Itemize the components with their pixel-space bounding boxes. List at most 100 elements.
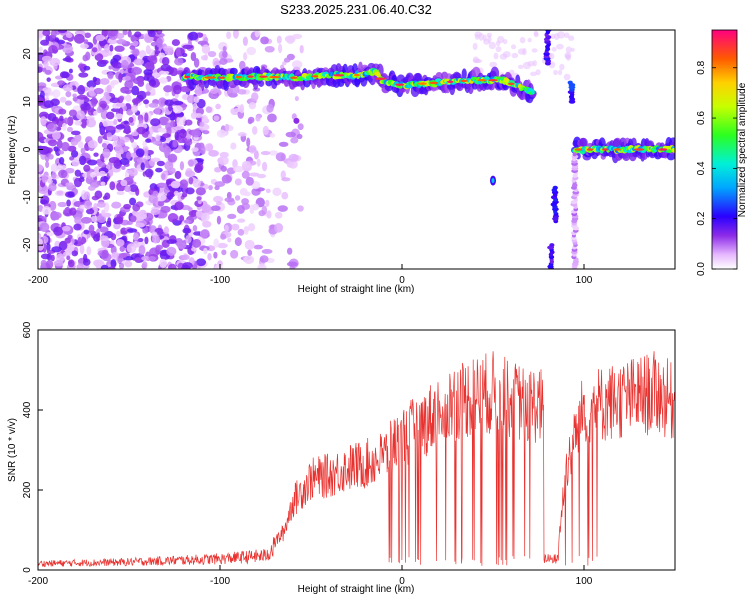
spectrogram-noise-blob xyxy=(164,47,174,56)
spectrogram-ridge-peak xyxy=(395,83,405,86)
spectrogram-noise-blob xyxy=(194,86,203,97)
spectrogram-noise-blob xyxy=(48,45,58,54)
spectrogram-noise-blob xyxy=(564,52,572,60)
spectrogram-noise-blob xyxy=(132,48,140,57)
spectrogram-noise-blob xyxy=(123,203,132,210)
spectrogram-noise-blob xyxy=(532,60,537,67)
snr-plot: -200 -100 0 100 0 200 400 600 Height of straig… xyxy=(7,321,676,595)
spectrogram-ridge-peak xyxy=(353,73,361,77)
spectrogram-noise-blob xyxy=(185,187,195,195)
spectrogram-noise-blob xyxy=(77,236,82,247)
spectrogram-noise-blob xyxy=(65,182,74,187)
spectrogram-noise-blob xyxy=(107,72,114,79)
spectrogram-noise-blob xyxy=(155,134,161,142)
spectrogram-noise-blob xyxy=(201,44,211,54)
spectrogram-y-tick-label: -20 xyxy=(22,237,33,252)
spectrogram-noise-blob xyxy=(247,249,253,256)
spectrogram-noise-blob xyxy=(226,191,232,200)
spectrogram-noise-blob xyxy=(168,167,176,174)
spectrogram-noise-blob xyxy=(50,98,60,107)
spectrogram-noise-blob xyxy=(93,110,98,116)
colorbar-tick-label: 0.0 xyxy=(696,262,707,276)
spectrogram-noise-blob xyxy=(188,31,199,41)
spectrogram-noise-blob xyxy=(54,213,60,221)
spectrogram-noise-blob xyxy=(65,32,73,39)
spectrogram-noise-blob xyxy=(98,170,106,177)
spectrogram-noise-blob xyxy=(563,32,570,39)
spectrogram-noise-blob xyxy=(171,39,181,47)
spectrogram-noise-blob xyxy=(276,35,282,44)
spectrogram-noise-blob xyxy=(47,112,57,122)
spectrogram-noise-blob xyxy=(137,238,144,243)
spectrogram-noise-blob xyxy=(191,246,197,252)
spectrogram-noise-blob xyxy=(143,99,150,105)
spectrogram-noise-blob xyxy=(85,118,97,128)
spectrogram-noise-blob xyxy=(188,159,194,167)
spectrogram-noise-blob xyxy=(68,109,78,117)
spectrogram-ridge-peak xyxy=(446,80,454,84)
spectrogram-noise-blob xyxy=(262,125,269,136)
spectrogram-noise-blob xyxy=(550,33,556,40)
spectrogram-noise-blob xyxy=(161,57,170,66)
spectrogram-noise-blob xyxy=(232,159,238,169)
spectrogram-noise-blob xyxy=(217,242,228,249)
spectrogram-noise-blob xyxy=(278,141,289,147)
spectrogram-ridge-peak xyxy=(429,81,439,85)
spectrogram-noise-blob xyxy=(38,131,44,142)
spectrogram-noise-blob xyxy=(145,91,151,96)
spectrogram-ridge-halo xyxy=(229,67,238,75)
spectrogram-noise-blob xyxy=(110,80,119,85)
spectrogram-noise-blob xyxy=(40,199,48,205)
spectrogram-noise-blob xyxy=(51,171,57,179)
spectrogram-ridge-halo xyxy=(579,137,588,148)
spectrogram-noise-blob xyxy=(192,225,198,232)
spectrogram-noise-blob xyxy=(174,125,184,131)
spectrogram-noise-blob xyxy=(61,164,67,170)
spectrogram-noise-blob xyxy=(149,55,158,65)
spectrogram-noise-blob xyxy=(179,215,185,222)
spectrogram-noise-blob xyxy=(54,107,60,114)
spectrogram-noise-blob xyxy=(163,226,170,235)
spectrogram-noise-blob xyxy=(107,51,113,56)
spectrogram-noise-blob xyxy=(201,115,208,122)
spectrogram-noise-blob xyxy=(144,112,149,123)
spectrogram-noise-blob xyxy=(527,60,535,67)
spectrogram-noise-blob xyxy=(158,77,168,84)
spectrogram-noise-blob xyxy=(50,163,59,173)
spectrogram-noise-blob xyxy=(290,137,299,144)
spectrogram-noise-blob xyxy=(237,89,247,95)
spectrogram-noise-blob xyxy=(76,263,84,269)
spectrogram-noise-blob xyxy=(495,46,502,53)
spectrogram-noise-blob xyxy=(111,201,122,209)
spectrogram-noise-blob xyxy=(76,110,86,120)
spectrogram-noise-blob xyxy=(285,131,296,138)
spectrogram-noise-blob xyxy=(70,130,81,136)
spectrogram-ridge-peak xyxy=(602,148,609,151)
spectrogram-noise-blob xyxy=(221,174,232,184)
spectrogram-noise-blob xyxy=(84,200,93,210)
spectrogram-noise-blob xyxy=(260,36,269,45)
spectrogram-noise-blob xyxy=(65,167,75,174)
spectrogram-noise-blob xyxy=(83,253,88,263)
spectrogram-noise-blob xyxy=(51,89,61,98)
spectrogram-noise-blob xyxy=(157,127,169,133)
spectrogram-noise-blob xyxy=(210,205,221,212)
spectrogram-noise-blob xyxy=(272,187,282,196)
spectrogram-noise-blob xyxy=(296,133,303,140)
spectrogram-noise-blob xyxy=(177,136,188,144)
spectrogram-noise-blob xyxy=(63,117,69,125)
spectrogram-noise-blob xyxy=(80,216,92,224)
spectrogram-noise-blob xyxy=(278,43,283,54)
spectrogram-noise-blob xyxy=(115,230,121,237)
spectrogram-noise-blob xyxy=(120,179,128,187)
spectrogram-noise-blob xyxy=(110,233,117,241)
spectrogram-noise-blob xyxy=(207,252,212,261)
snr-series-line xyxy=(38,351,675,568)
spectrogram-noise-blob xyxy=(56,190,63,196)
spectrogram-noise-blob xyxy=(79,244,85,255)
spectrogram-noise-blob xyxy=(213,195,224,203)
colorbar-tick-label: 0.2 xyxy=(696,211,707,225)
spectrogram-noise-blob xyxy=(230,142,237,150)
spectrogram-noise-blob xyxy=(248,145,257,154)
spectrogram-noise-blob xyxy=(185,234,192,244)
